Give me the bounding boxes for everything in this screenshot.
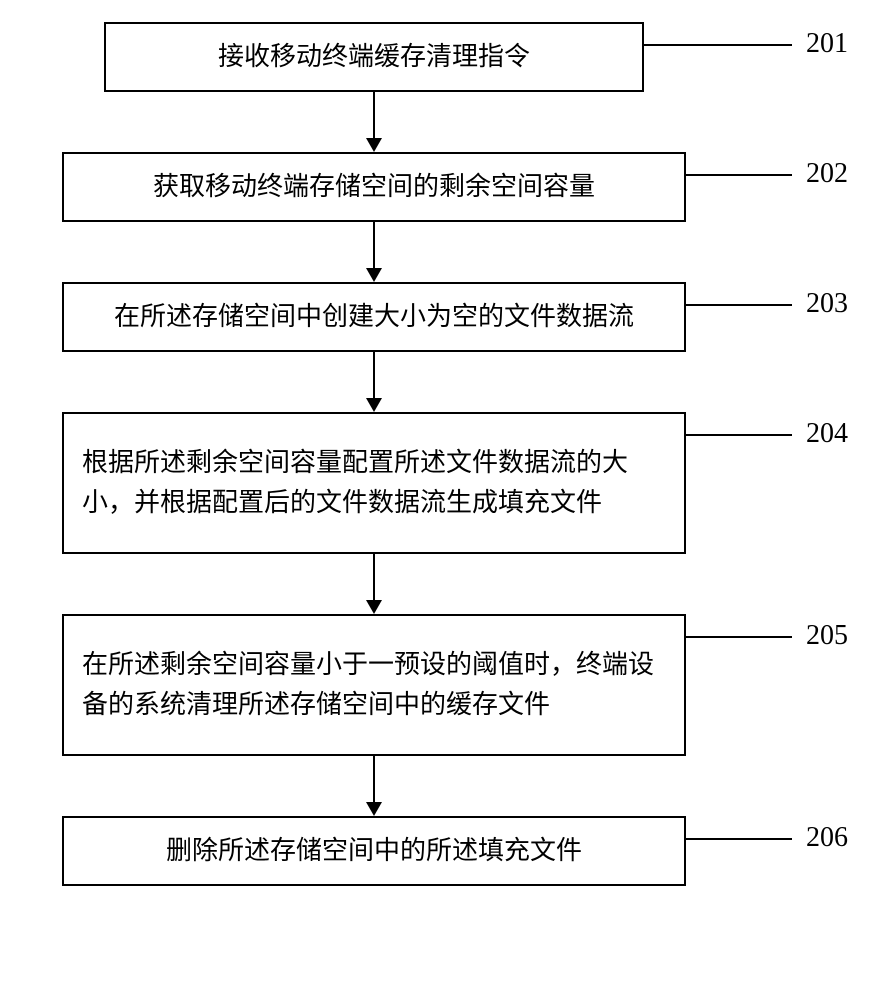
step-label-4: 204	[806, 418, 848, 450]
flow-edge-5	[373, 756, 375, 802]
flow-node-3: 在所述存储空间中创建大小为空的文件数据流	[62, 282, 686, 352]
step-label-6: 206	[806, 822, 848, 854]
step-label-1: 201	[806, 28, 848, 60]
leader-line-6	[686, 838, 792, 840]
leader-line-3	[686, 304, 792, 306]
leader-line-2	[686, 174, 792, 176]
flow-node-2: 获取移动终端存储空间的剩余空间容量	[62, 152, 686, 222]
flow-node-4: 根据所述剩余空间容量配置所述文件数据流的大小，并根据配置后的文件数据流生成填充文…	[62, 412, 686, 554]
flow-node-5: 在所述剩余空间容量小于一预设的阈值时，终端设备的系统清理所述存储空间中的缓存文件	[62, 614, 686, 756]
flow-edge-5-arrow	[366, 802, 382, 816]
flow-node-3-text: 在所述存储空间中创建大小为空的文件数据流	[82, 297, 666, 337]
flow-node-6: 删除所述存储空间中的所述填充文件	[62, 816, 686, 886]
step-label-5: 205	[806, 620, 848, 652]
flow-edge-1	[373, 92, 375, 138]
flow-node-5-text: 在所述剩余空间容量小于一预设的阈值时，终端设备的系统清理所述存储空间中的缓存文件	[82, 645, 666, 726]
flow-node-4-text: 根据所述剩余空间容量配置所述文件数据流的大小，并根据配置后的文件数据流生成填充文…	[82, 443, 666, 524]
flow-edge-4-arrow	[366, 600, 382, 614]
flow-node-2-text: 获取移动终端存储空间的剩余空间容量	[82, 167, 666, 207]
flow-node-1-text: 接收移动终端缓存清理指令	[124, 37, 624, 77]
flow-edge-2	[373, 222, 375, 268]
leader-line-4	[686, 434, 792, 436]
leader-line-5	[686, 636, 792, 638]
flow-edge-1-arrow	[366, 138, 382, 152]
flowchart-canvas: 接收移动终端缓存清理指令 获取移动终端存储空间的剩余空间容量 在所述存储空间中创…	[0, 0, 888, 1000]
flow-edge-2-arrow	[366, 268, 382, 282]
flow-edge-3	[373, 352, 375, 398]
flow-edge-4	[373, 554, 375, 600]
leader-line-1	[644, 44, 792, 46]
step-label-3: 203	[806, 288, 848, 320]
flow-node-6-text: 删除所述存储空间中的所述填充文件	[82, 831, 666, 871]
flow-node-1: 接收移动终端缓存清理指令	[104, 22, 644, 92]
step-label-2: 202	[806, 158, 848, 190]
flow-edge-3-arrow	[366, 398, 382, 412]
